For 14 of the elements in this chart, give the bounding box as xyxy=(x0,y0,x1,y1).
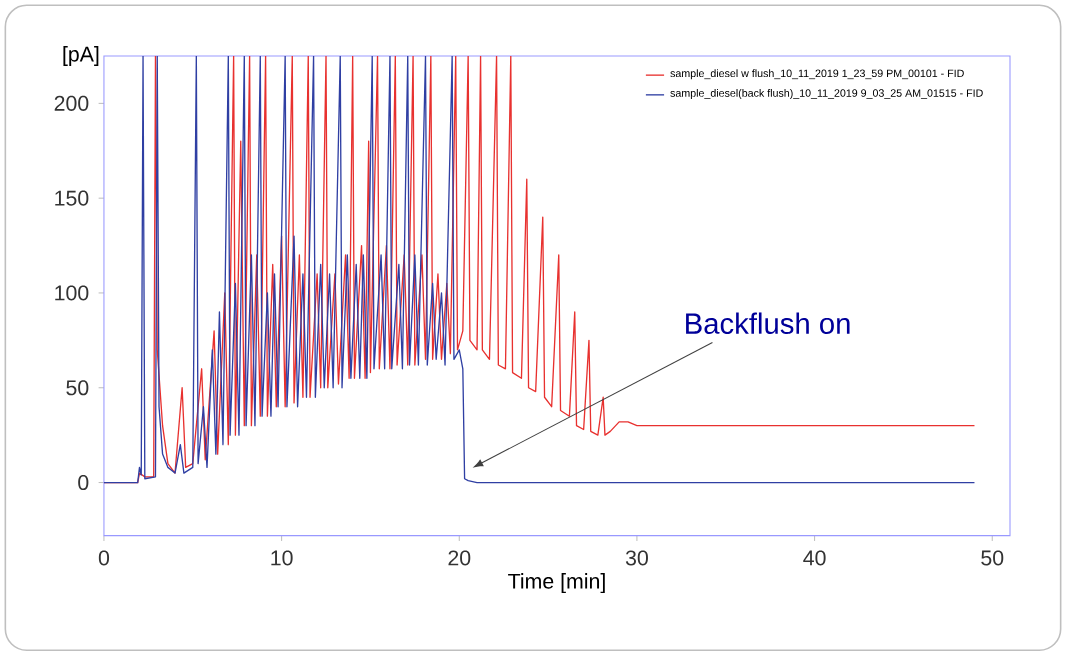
x-axis-title: Time [min] xyxy=(508,573,605,594)
x-tick-label: 0 xyxy=(98,550,110,566)
y-tick-label: 0 xyxy=(78,475,89,491)
y-tick-label: 150 xyxy=(55,190,89,206)
y-axis-title: [pA] xyxy=(63,46,99,67)
y-tick-label: 100 xyxy=(55,285,89,301)
y-tick-label: 200 xyxy=(54,96,89,112)
x-tick-label: 20 xyxy=(448,550,471,566)
x-tick-label: 40 xyxy=(803,550,826,566)
x-tick-label: 30 xyxy=(625,550,648,566)
annotation: Backflush on xyxy=(686,312,850,335)
x-tick-label: 10 xyxy=(271,550,293,566)
y-tick-label: 50 xyxy=(66,380,89,396)
x-tick-label: 50 xyxy=(981,550,1004,566)
